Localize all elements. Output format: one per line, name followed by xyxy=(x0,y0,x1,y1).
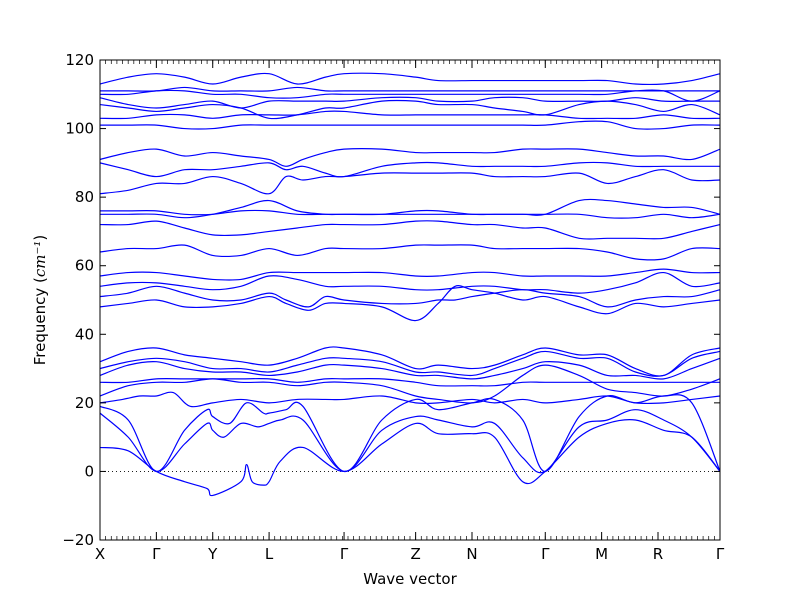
band-line-16 xyxy=(99,198,721,219)
band-line-26 xyxy=(100,86,720,92)
band-line-23 xyxy=(99,99,721,120)
y-axis-paren-open: ( xyxy=(31,277,49,283)
band-line-15 xyxy=(99,220,721,240)
band-line-10 xyxy=(99,285,721,322)
y-axis-paren-close: ) xyxy=(31,235,49,241)
band-line-9 xyxy=(99,346,721,377)
band-line-8 xyxy=(99,350,721,377)
band-line-17 xyxy=(99,209,721,219)
band-line-3 xyxy=(99,394,721,473)
x-tick-label-7: Γ xyxy=(541,545,550,563)
x-tick-label-0: X xyxy=(95,545,105,563)
band-line-20 xyxy=(99,148,721,167)
band-line-7 xyxy=(99,357,721,380)
y-tick-label-2: 20 xyxy=(75,394,94,412)
y-axis-ticks: −20 0 20 40 60 80 100 120 xyxy=(62,51,720,549)
band-line-2 xyxy=(99,409,721,474)
x-tick-label-5: Z xyxy=(410,545,420,563)
x-tick-label-3: L xyxy=(265,545,274,563)
y-axis-title-text: Frequency xyxy=(31,288,49,366)
band-line-11 xyxy=(99,285,721,308)
x-tick-label-6: N xyxy=(466,545,477,563)
band-line-24 xyxy=(99,96,720,109)
band-line-27 xyxy=(99,72,721,86)
y-tick-label-6: 100 xyxy=(65,120,94,138)
y-axis-unit: cm⁻¹ xyxy=(31,241,49,278)
x-tick-label-2: Y xyxy=(207,545,218,563)
x-tick-label-4: Γ xyxy=(340,545,349,563)
y-tick-label-7: 120 xyxy=(65,51,94,69)
y-tick-label-4: 60 xyxy=(75,257,94,275)
band-line-18 xyxy=(99,169,721,195)
x-axis-title: Wave vector xyxy=(363,570,457,588)
y-tick-label-1: 0 xyxy=(84,462,94,480)
x-tick-label-1: Γ xyxy=(152,545,161,563)
band-line-4 xyxy=(99,391,721,408)
y-tick-label-5: 80 xyxy=(75,188,94,206)
band-line-14 xyxy=(99,244,721,261)
band-line-12 xyxy=(99,271,721,294)
x-tick-label-8: M xyxy=(595,545,608,563)
plot-background xyxy=(100,60,720,540)
x-tick-label-9: R xyxy=(653,545,663,563)
band-line-13 xyxy=(99,268,721,281)
y-axis-title: Frequency (cm⁻¹) xyxy=(31,235,49,366)
band-line-21 xyxy=(100,120,721,130)
band-line-5 xyxy=(99,364,721,404)
x-tick-label-10: Γ xyxy=(716,545,725,563)
band-line-6 xyxy=(99,378,720,387)
plot-frame xyxy=(99,59,721,541)
y-tick-label-3: 40 xyxy=(75,325,94,343)
y-tick-label-0: −20 xyxy=(62,531,94,549)
band-line-25 xyxy=(99,89,721,102)
x-minor-ticks xyxy=(99,60,721,540)
band-line-19 xyxy=(99,161,720,178)
band-lines xyxy=(99,72,721,497)
band-line-22 xyxy=(99,110,721,120)
